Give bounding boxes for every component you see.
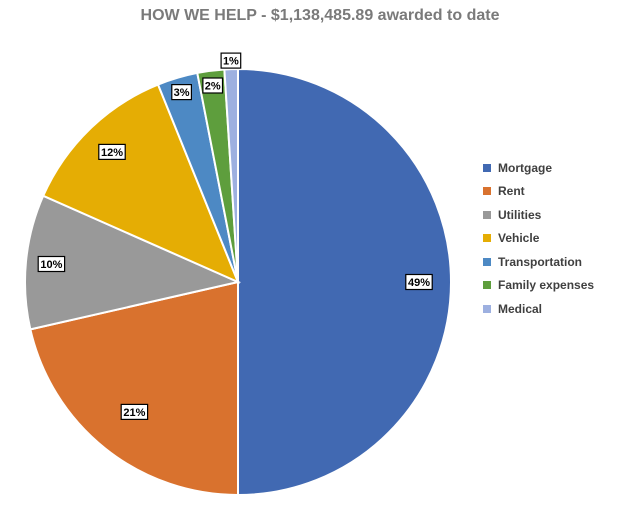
svg-text:12%: 12%	[101, 147, 123, 159]
legend-swatch	[483, 281, 491, 290]
svg-text:10%: 10%	[40, 259, 62, 271]
legend-item-vehicle: Vehicle	[483, 227, 594, 251]
legend-item-utilities: Utilities	[483, 203, 594, 227]
legend-item-mortgage: Mortgage	[483, 156, 594, 180]
data-label-mortgage: 49%	[405, 273, 433, 291]
legend-swatch	[483, 210, 491, 219]
legend-label: Mortgage	[498, 160, 552, 175]
svg-text:49%: 49%	[408, 277, 430, 289]
data-label-vehicle: 12%	[98, 143, 126, 160]
legend: Mortgage Rent Utilities Vehicle Transportati…	[483, 156, 594, 321]
pie-slice-rent	[29, 280, 239, 497]
legend-label: Medical	[498, 301, 543, 316]
chart-title: HOW WE HELP - $1,138,485.89 awarded to d…	[140, 7, 500, 24]
svg-text:1%: 1%	[223, 56, 239, 68]
legend-swatch	[483, 234, 491, 243]
pie-slice-vehicle	[41, 83, 240, 284]
legend-item-rent: Rent	[483, 180, 594, 204]
legend-item-transportation: Transportation	[483, 250, 594, 274]
svg-text:3%: 3%	[174, 87, 190, 99]
pie-slice-medical	[223, 67, 239, 283]
legend-label: Family expenses	[498, 278, 595, 293]
data-label-utilities: 10%	[37, 255, 66, 273]
data-label-family-expenses: 2%	[202, 77, 224, 94]
svg-text:2%: 2%	[205, 81, 221, 93]
legend-item-medical: Medical	[483, 297, 594, 321]
legend-item-family-expenses: Family expenses	[483, 274, 594, 298]
legend-swatch	[483, 257, 491, 266]
legend-label: Transportation	[498, 254, 583, 269]
legend-swatch	[483, 304, 491, 313]
data-label-rent: 21%	[120, 403, 149, 420]
svg-text:21%: 21%	[123, 407, 145, 419]
data-label-medical: 1%	[220, 52, 242, 69]
legend-swatch	[483, 163, 491, 172]
legend-label: Vehicle	[498, 231, 540, 246]
legend-swatch	[483, 187, 491, 196]
legend-label: Utilities	[498, 207, 542, 222]
pie-slice-utilities	[24, 194, 242, 331]
pie-slice-mortgage	[237, 67, 452, 497]
legend-label: Rent	[498, 184, 525, 199]
data-label-transportation: 3%	[171, 83, 193, 101]
